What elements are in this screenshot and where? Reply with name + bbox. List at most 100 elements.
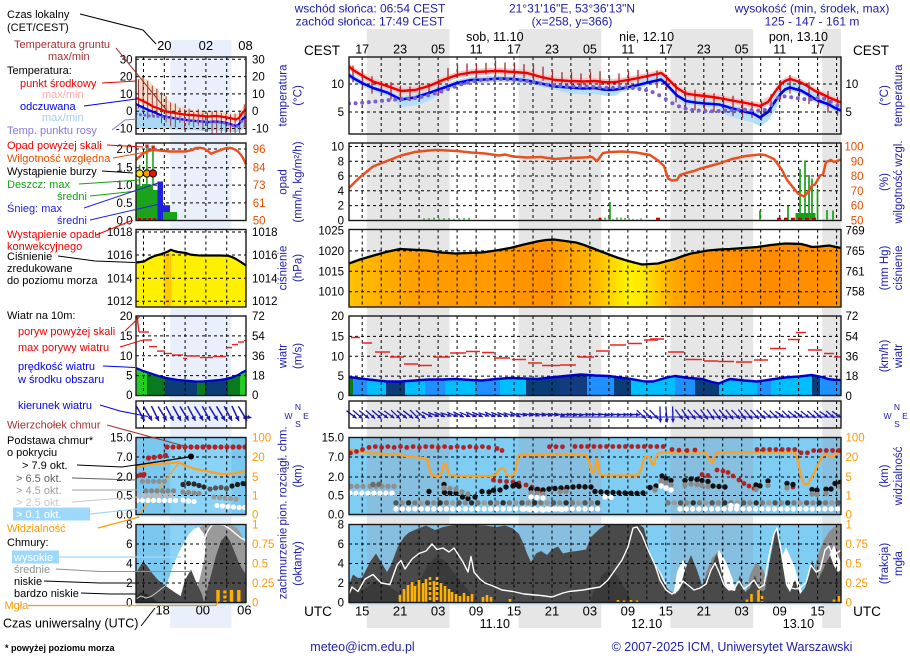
svg-text:23: 23 <box>545 43 559 57</box>
svg-text:23: 23 <box>393 43 407 57</box>
svg-text:(km/h): (km/h) <box>879 340 891 373</box>
svg-text:(%): (%) <box>879 173 891 191</box>
svg-text:0: 0 <box>252 390 258 402</box>
svg-text:mgła: mgła <box>893 550 905 576</box>
svg-text:5: 5 <box>126 371 132 383</box>
svg-text:20: 20 <box>846 452 859 464</box>
svg-text:1: 1 <box>846 491 852 503</box>
svg-text:pon, 13.10: pon, 13.10 <box>769 30 828 44</box>
svg-text:17: 17 <box>355 43 369 57</box>
svg-text:(°C): (°C) <box>293 85 305 106</box>
svg-text:2.0: 2.0 <box>117 472 133 484</box>
svg-text:E: E <box>303 411 309 421</box>
svg-text:54: 54 <box>252 331 265 343</box>
svg-text:17: 17 <box>507 43 521 57</box>
svg-text:73: 73 <box>253 180 266 192</box>
svg-text:(oktanty): (oktanty) <box>293 541 305 586</box>
svg-text:wysokość (min, środek, max): wysokość (min, środek, max) <box>734 2 890 16</box>
svg-text:70: 70 <box>851 186 864 198</box>
svg-text:> 6.5 okt.: > 6.5 okt. <box>16 473 62 485</box>
svg-text:05: 05 <box>431 43 445 57</box>
svg-text:prędkość wiatru: prędkość wiatru <box>18 361 95 373</box>
svg-text:(km): (km) <box>293 464 305 487</box>
svg-text:100: 100 <box>846 433 865 445</box>
svg-text:13.10: 13.10 <box>783 617 814 631</box>
svg-text:S: S <box>295 419 301 429</box>
svg-text:0: 0 <box>252 598 258 610</box>
svg-text:61: 61 <box>253 198 266 210</box>
svg-text:1012: 1012 <box>107 296 133 308</box>
svg-text:1018: 1018 <box>252 227 278 239</box>
svg-text:Wierzchołek chmur: Wierzchołek chmur <box>7 420 101 432</box>
svg-text:1020: 1020 <box>318 246 344 258</box>
svg-text:54: 54 <box>846 331 859 343</box>
svg-text:5: 5 <box>846 472 852 484</box>
svg-text:18: 18 <box>846 371 859 383</box>
svg-text:758: 758 <box>846 287 865 299</box>
svg-text:72: 72 <box>846 311 859 323</box>
svg-text:0: 0 <box>338 391 344 403</box>
svg-text:do poziomu morza: do poziomu morza <box>7 275 98 287</box>
svg-text:Ciśnienie: Ciśnienie <box>7 251 52 263</box>
svg-text:06: 06 <box>237 603 251 618</box>
svg-text:20: 20 <box>252 452 265 464</box>
svg-text:11.10: 11.10 <box>480 617 510 631</box>
svg-text:30: 30 <box>252 54 265 66</box>
svg-text:765: 765 <box>846 246 865 258</box>
svg-text:o pokryciu: o pokryciu <box>7 447 57 459</box>
svg-text:1016: 1016 <box>252 250 278 262</box>
svg-text:Podstawa chmur*: Podstawa chmur* <box>7 435 94 447</box>
svg-text:1014: 1014 <box>252 273 278 285</box>
svg-text:> 4.5 okt.: > 4.5 okt. <box>16 485 62 497</box>
svg-text:Wystąpienie opadu: Wystąpienie opadu <box>7 229 100 241</box>
svg-text:10: 10 <box>120 89 133 101</box>
svg-text:wysokie: wysokie <box>13 552 53 564</box>
svg-text:E: E <box>902 411 908 421</box>
svg-text:11: 11 <box>621 43 634 57</box>
svg-text:50: 50 <box>253 215 266 227</box>
svg-text:1: 1 <box>252 520 258 532</box>
svg-text:17: 17 <box>811 43 825 57</box>
svg-text:10: 10 <box>252 89 265 101</box>
svg-text:(m/s): (m/s) <box>293 343 305 369</box>
svg-text:1015: 1015 <box>318 266 344 278</box>
svg-text:0: 0 <box>126 106 132 118</box>
svg-text:Opad powyżej skali: Opad powyżej skali <box>7 140 102 152</box>
svg-text:6: 6 <box>338 171 344 183</box>
svg-text:02: 02 <box>199 38 213 53</box>
svg-text:00: 00 <box>196 603 210 618</box>
svg-text:ciśnienie: ciśnienie <box>278 246 290 291</box>
svg-text:4: 4 <box>338 559 345 571</box>
svg-text:21: 21 <box>545 604 559 619</box>
svg-text:125 - 147 - 161 m: 125 - 147 - 161 m <box>765 15 860 29</box>
svg-text:90: 90 <box>851 156 864 168</box>
svg-text:sob, 11.10: sob, 11.10 <box>466 30 524 44</box>
svg-text:6: 6 <box>126 539 132 551</box>
svg-text:18: 18 <box>252 371 265 383</box>
svg-text:zachmurzenie: zachmurzenie <box>278 528 290 600</box>
svg-text:-10: -10 <box>252 124 269 136</box>
svg-text:średni: średni <box>57 191 87 203</box>
svg-text:> 0.1 okt.: > 0.1 okt. <box>16 509 62 521</box>
svg-text:* powyżej poziomu morza: * powyżej poziomu morza <box>5 643 116 653</box>
svg-text:10: 10 <box>331 79 344 91</box>
svg-text:10: 10 <box>846 79 859 91</box>
svg-text:5: 5 <box>252 472 258 484</box>
svg-text:769: 769 <box>846 226 865 238</box>
svg-text:Czas lokalny: Czas lokalny <box>7 9 70 21</box>
svg-text:0.5: 0.5 <box>117 198 133 210</box>
svg-text:0.75: 0.75 <box>252 539 274 551</box>
svg-text:Śnieg: max: Śnieg: max <box>7 202 63 215</box>
svg-text:2: 2 <box>338 578 344 590</box>
svg-text:8: 8 <box>338 520 344 532</box>
svg-text:4: 4 <box>126 559 133 571</box>
svg-text:11: 11 <box>773 43 786 57</box>
svg-text:0.25: 0.25 <box>846 578 868 590</box>
svg-text:7.0: 7.0 <box>117 452 133 464</box>
svg-text:1025: 1025 <box>318 226 344 238</box>
svg-text:20: 20 <box>120 311 133 323</box>
svg-text:max/min: max/min <box>42 89 84 101</box>
svg-text:8: 8 <box>126 520 132 532</box>
svg-text:0: 0 <box>846 391 852 403</box>
svg-text:6: 6 <box>338 539 344 551</box>
